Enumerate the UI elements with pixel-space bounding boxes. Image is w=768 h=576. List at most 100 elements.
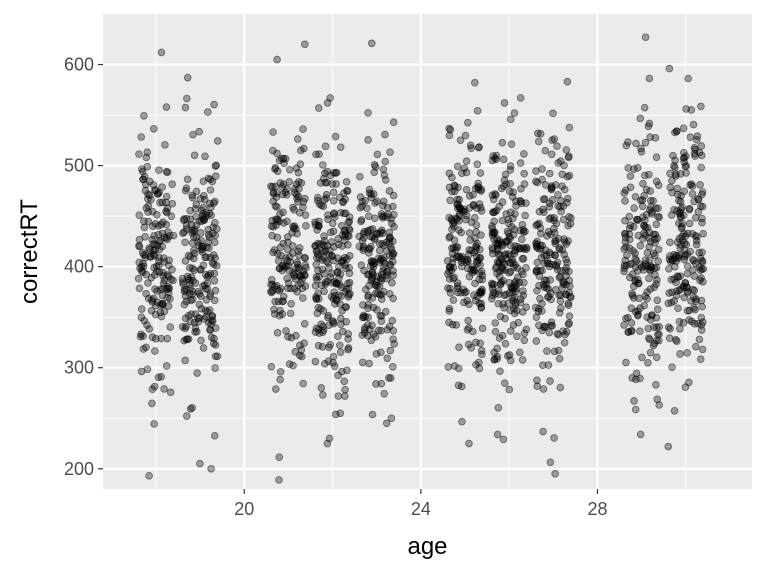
data-point (512, 202, 520, 210)
data-point (560, 278, 568, 286)
data-point (560, 250, 568, 259)
data-point (666, 325, 674, 333)
data-point (166, 323, 175, 331)
data-point (488, 294, 496, 303)
data-point (364, 136, 372, 144)
data-point (321, 360, 329, 368)
data-point (693, 132, 702, 141)
data-point (690, 197, 698, 206)
data-point (470, 267, 479, 275)
data-point (445, 233, 454, 242)
data-point (646, 316, 655, 324)
data-point (155, 166, 163, 174)
data-points (134, 33, 708, 484)
data-point (188, 193, 197, 202)
data-point (536, 229, 545, 238)
data-point (639, 179, 647, 188)
data-point (140, 112, 148, 120)
data-point (653, 305, 662, 314)
data-point (625, 212, 634, 221)
data-point (370, 234, 379, 243)
data-point (364, 109, 372, 117)
data-point (519, 254, 528, 263)
data-point (138, 165, 146, 173)
data-point (689, 255, 697, 264)
data-point (499, 182, 508, 191)
major-gridlines (103, 14, 752, 489)
data-point (289, 361, 297, 370)
data-point (697, 163, 706, 172)
data-point (502, 254, 511, 263)
data-point (455, 195, 464, 204)
data-point (561, 185, 569, 194)
data-point (448, 225, 456, 234)
data-point (329, 352, 338, 361)
data-point (210, 276, 219, 285)
data-point (389, 202, 397, 211)
data-point (622, 141, 631, 150)
data-point (269, 128, 277, 136)
data-point (178, 322, 187, 331)
data-point (288, 229, 296, 237)
data-point (319, 391, 327, 399)
data-point (187, 310, 196, 319)
data-point (462, 157, 471, 166)
data-point (289, 224, 298, 233)
data-point (185, 264, 194, 272)
data-point (390, 222, 398, 231)
data-point (286, 165, 294, 174)
data-point (199, 210, 207, 218)
data-point (197, 217, 206, 226)
data-point (513, 264, 522, 272)
data-point (666, 183, 675, 192)
data-point (268, 231, 276, 240)
data-point (445, 183, 454, 192)
data-point (363, 204, 371, 213)
data-point (517, 235, 526, 244)
data-point (210, 238, 219, 247)
data-point (636, 241, 645, 250)
data-point (513, 243, 522, 251)
data-point (315, 254, 324, 262)
data-point (325, 343, 333, 352)
data-point (508, 214, 517, 223)
data-point (489, 152, 497, 160)
data-point (689, 120, 698, 129)
data-point (668, 363, 676, 371)
data-point (688, 190, 697, 198)
data-point (506, 180, 514, 188)
data-point (279, 261, 287, 270)
data-point (182, 214, 191, 223)
data-point (667, 298, 676, 307)
data-point (377, 317, 386, 326)
data-point (158, 183, 166, 191)
data-point (284, 246, 292, 254)
data-point (206, 325, 214, 334)
data-point (292, 331, 300, 340)
data-point (457, 228, 466, 237)
data-point (211, 324, 220, 332)
data-point (279, 239, 288, 248)
data-point (163, 208, 171, 217)
data-point (547, 150, 556, 159)
data-point (630, 397, 638, 405)
data-point (323, 99, 332, 107)
data-point (465, 272, 474, 281)
data-point (299, 294, 307, 302)
data-point (681, 162, 690, 171)
data-point (317, 384, 326, 392)
data-point (298, 284, 307, 293)
data-point (540, 276, 549, 285)
data-point (370, 214, 379, 222)
data-point (637, 147, 646, 156)
data-point (383, 274, 391, 283)
data-point (453, 279, 462, 287)
data-point (652, 153, 661, 162)
data-point (685, 205, 694, 214)
data-point (329, 319, 338, 328)
data-point (560, 235, 568, 244)
data-point (211, 162, 220, 170)
data-point (696, 181, 704, 189)
data-point (377, 326, 385, 335)
data-point (547, 321, 555, 330)
